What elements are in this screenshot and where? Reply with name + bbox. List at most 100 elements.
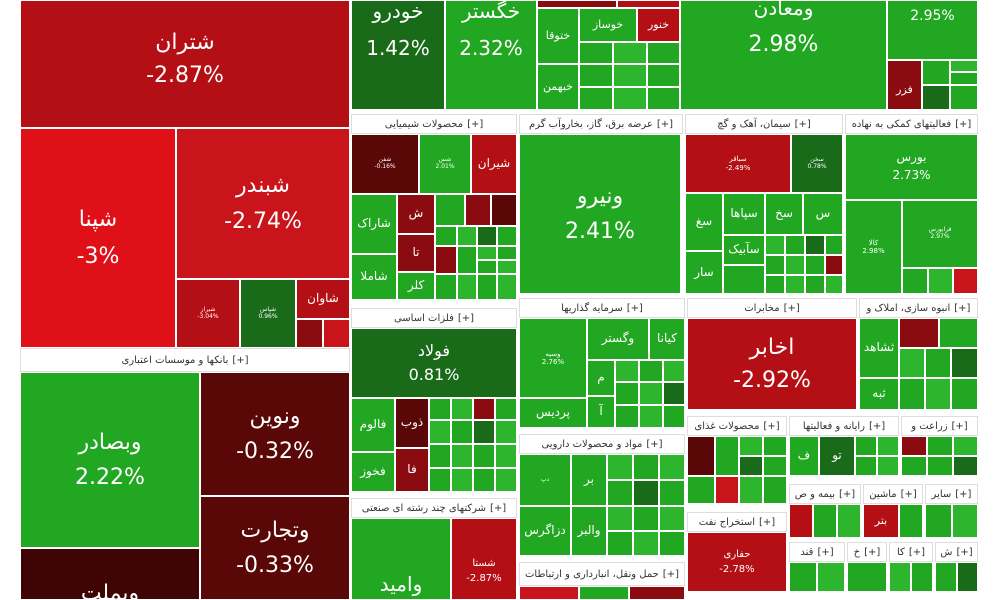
tile-small[interactable] — [825, 235, 843, 255]
tile-vomaaden[interactable]: ومعادن 2.98% — [680, 0, 887, 110]
tile-small[interactable] — [877, 436, 899, 456]
tile-small[interactable] — [451, 420, 473, 444]
tile-small[interactable] — [927, 436, 953, 456]
tile-small[interactable] — [957, 562, 978, 592]
tile-ta-small[interactable]: تا — [397, 234, 435, 272]
tile-small[interactable] — [855, 456, 877, 476]
tile-small[interactable] — [953, 436, 978, 456]
tile-small[interactable] — [497, 260, 517, 274]
tile-f-small[interactable]: ف — [789, 436, 819, 476]
tile-small[interactable] — [465, 194, 491, 226]
tile-small[interactable] — [889, 562, 911, 592]
tile-dalber[interactable]: والبر — [571, 506, 607, 556]
tile-small[interactable] — [951, 348, 978, 378]
tile-small[interactable] — [615, 405, 639, 428]
tile-small[interactable] — [899, 378, 925, 410]
tile-shapna[interactable]: شپنا -3% — [20, 128, 176, 348]
tile-small[interactable] — [659, 480, 685, 506]
tile-small[interactable] — [633, 480, 659, 506]
sector-header-telecom[interactable]: [+] مخابرات — [687, 298, 857, 318]
tile-vonvin[interactable]: ونوین -0.32% — [200, 372, 350, 496]
tile-khebahman[interactable]: خبهمن — [537, 64, 579, 110]
tile-small[interactable] — [457, 246, 477, 274]
tile-small[interactable] — [497, 274, 517, 300]
tile-small[interactable] — [477, 246, 497, 260]
tile-shabandar[interactable]: شبندر -2.74% — [176, 128, 350, 279]
tile-small[interactable] — [473, 398, 495, 420]
tile-small[interactable] — [435, 246, 457, 274]
tile-kiana[interactable]: کیانا — [649, 318, 685, 360]
tile-sasan[interactable]: سخن 0.78% — [791, 134, 843, 193]
tile-small[interactable] — [477, 226, 497, 246]
tile-small[interactable] — [607, 531, 633, 556]
tile-small[interactable] — [639, 382, 663, 405]
tile-batar[interactable]: بتر — [863, 504, 899, 538]
tile-saf[interactable]: سغ — [685, 193, 723, 251]
tile-small[interactable] — [935, 562, 957, 592]
tile-small[interactable] — [537, 0, 617, 8]
tile-small[interactable] — [617, 0, 680, 8]
tile-vagostar[interactable]: وگستر — [587, 318, 649, 360]
tile-sabik[interactable]: سآبیک — [723, 235, 765, 265]
tile-shbal[interactable]: شپاس 0.96% — [240, 279, 296, 348]
tile-shiraz[interactable]: شیراز -3.04% — [176, 279, 240, 348]
tile-small[interactable] — [805, 235, 825, 255]
tile-small[interactable] — [715, 476, 739, 504]
tile-kala[interactable]: کالا 2.98% — [845, 200, 902, 294]
tile-sar[interactable]: سار — [685, 251, 723, 294]
sector-header-cement[interactable]: [+] سیمان، آهک و گچ — [685, 114, 843, 134]
tile-vebsader[interactable]: وبصادر 2.22% — [20, 372, 200, 548]
tile-small[interactable] — [950, 85, 978, 110]
tile-zob[interactable]: ذوب — [395, 398, 429, 448]
tile-small[interactable] — [687, 476, 715, 504]
tile-small[interactable] — [579, 87, 613, 110]
tile-small[interactable] — [765, 275, 785, 294]
tile-vebmellat[interactable]: وبملت — [20, 548, 200, 600]
tile-small[interactable] — [785, 255, 805, 275]
tile-small[interactable] — [607, 454, 633, 480]
tile-small[interactable] — [519, 586, 579, 600]
tile-small[interactable] — [825, 255, 843, 275]
tile-small[interactable] — [663, 405, 685, 428]
tile-small[interactable] — [785, 235, 805, 255]
tile-foolad[interactable]: فولاد 0.81% — [351, 328, 517, 398]
tile-small[interactable] — [457, 226, 477, 246]
tile-small[interactable] — [477, 274, 497, 300]
tile-small[interactable] — [763, 436, 787, 456]
tile-small[interactable] — [613, 42, 647, 64]
sector-header-basic-metals[interactable]: [+] فلزات اساسی — [351, 308, 517, 328]
tile-small[interactable] — [901, 436, 927, 456]
tile-small[interactable] — [615, 360, 639, 382]
tile-sharak[interactable]: شاراک — [351, 194, 397, 254]
tile-small[interactable] — [296, 319, 323, 348]
tile-small[interactable] — [613, 87, 647, 110]
tile-pardis[interactable]: پردیس — [519, 398, 587, 428]
tile-small[interactable] — [952, 504, 978, 538]
tile-small[interactable] — [765, 235, 785, 255]
tile-small[interactable] — [847, 562, 887, 592]
tile-small[interactable] — [925, 504, 952, 538]
tile-vesepeh[interactable]: وسپه 2.76% — [519, 318, 587, 398]
tile-small[interactable] — [647, 64, 680, 87]
tile-small[interactable] — [789, 504, 813, 538]
tile-small[interactable] — [607, 506, 633, 531]
tile-fezar[interactable]: فزر — [887, 60, 922, 110]
tile-shsm[interactable]: شس 2.01% — [419, 134, 471, 194]
tile-small[interactable] — [925, 348, 951, 378]
tile-small[interactable] — [950, 60, 978, 72]
tile-small[interactable] — [451, 398, 473, 420]
tile-small[interactable] — [473, 468, 495, 492]
tile-dabar[interactable]: بر — [571, 454, 607, 506]
tile-small[interactable] — [805, 275, 825, 294]
tile-shatran[interactable]: شتران -2.87% — [20, 0, 350, 128]
tile-small[interactable] — [607, 480, 633, 506]
tile-dazagros[interactable]: دزاگرس — [519, 506, 571, 556]
tile-small[interactable] — [687, 436, 715, 476]
tile-small[interactable] — [723, 265, 765, 294]
tile-small[interactable] — [785, 275, 805, 294]
tile-small[interactable] — [877, 456, 899, 476]
sector-header-oil[interactable]: [+] استخراج نفت — [687, 512, 787, 532]
tile-small[interactable] — [477, 260, 497, 274]
tile-small[interactable] — [473, 420, 495, 444]
tile-small[interactable] — [495, 398, 517, 420]
